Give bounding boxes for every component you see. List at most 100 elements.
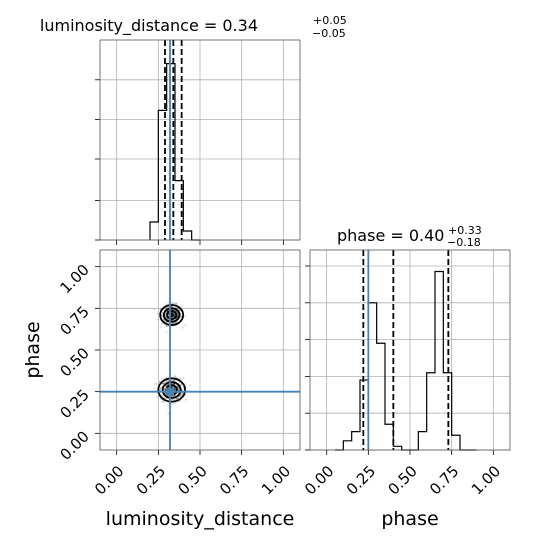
sample-point xyxy=(174,302,177,305)
sample-point xyxy=(155,382,158,385)
y-tick-label: 0.50 xyxy=(56,344,92,380)
sample-point xyxy=(184,398,187,401)
title-plus: +0.33 xyxy=(448,224,482,237)
sample-point xyxy=(173,379,176,382)
sample-point xyxy=(167,383,169,386)
sample-point xyxy=(167,412,170,415)
sample-point xyxy=(165,324,168,327)
sample-point xyxy=(158,380,161,383)
sample-point xyxy=(163,396,166,399)
contour-inner xyxy=(166,310,178,320)
grid xyxy=(310,250,510,451)
sample-point xyxy=(180,315,183,317)
sample-point xyxy=(175,398,178,401)
sample-point xyxy=(171,305,174,308)
sample-point xyxy=(164,303,167,305)
sample-point xyxy=(175,376,178,379)
sample-point xyxy=(164,312,167,315)
sample-point xyxy=(175,302,178,305)
ticks xyxy=(95,79,284,245)
y-tick-label: 0.00 xyxy=(56,427,92,463)
contour-outer xyxy=(157,377,186,403)
grid xyxy=(100,250,300,450)
sample-point xyxy=(162,382,165,385)
sample-point xyxy=(154,383,156,385)
histogram-step xyxy=(335,270,477,451)
sample-point xyxy=(161,394,164,397)
phase-histogram-panel: 0.00 0.25 0.50 0.75 1.00 phase = 0.40 +0.33 … xyxy=(301,224,511,530)
y-tick-label: 0.25 xyxy=(56,386,92,422)
sample-point xyxy=(163,308,165,311)
sample-point xyxy=(174,402,177,404)
sample-point xyxy=(177,397,179,400)
sample-point xyxy=(175,321,178,324)
contour-middle xyxy=(161,381,182,399)
panel-title: phase = 0.40 xyxy=(337,226,444,245)
sample-point xyxy=(174,375,177,377)
x-tick-label: 0.50 xyxy=(384,462,420,498)
histogram-step xyxy=(149,62,200,241)
x-tick-label: 0.25 xyxy=(343,462,379,498)
sample-point xyxy=(156,396,159,398)
sample-point xyxy=(163,389,166,391)
title-equals: = xyxy=(385,226,409,245)
sample-point xyxy=(160,314,163,317)
sample-point xyxy=(164,385,167,388)
x-axis-label: phase xyxy=(381,508,438,530)
sample-point xyxy=(163,401,165,403)
sample-point xyxy=(177,386,180,389)
sample-point xyxy=(172,379,175,382)
sample-point xyxy=(181,305,183,308)
y-tick-label: 0.75 xyxy=(56,302,92,338)
sample-point xyxy=(173,383,176,385)
sample-point xyxy=(161,377,163,380)
panel-title: luminosity_distance = 0.34 xyxy=(40,16,258,36)
sample-point xyxy=(165,384,168,387)
grid xyxy=(100,40,300,241)
sample-point xyxy=(161,382,164,385)
phase-vs-distance-density-panel: 0.00 0.25 0.50 0.75 1.000.000.250.500.751.00… xyxy=(22,249,301,530)
sample-point xyxy=(163,382,166,385)
sample-point xyxy=(176,313,179,316)
sample-point xyxy=(177,386,179,388)
sample-point xyxy=(159,326,162,329)
sample-point xyxy=(153,387,156,390)
sample-point xyxy=(175,398,178,400)
sample-point xyxy=(182,326,184,329)
sample-point xyxy=(170,383,173,385)
x-tick-label: 0.50 xyxy=(174,462,210,498)
sample-point xyxy=(177,386,180,389)
truth-marker xyxy=(166,387,174,396)
sample-point xyxy=(182,377,185,380)
sample-point xyxy=(179,394,182,397)
sample-point xyxy=(156,312,159,315)
sample-point xyxy=(173,387,176,389)
sample-point xyxy=(179,377,181,380)
sample-point xyxy=(180,378,182,381)
sample-point xyxy=(177,307,179,310)
sample-point xyxy=(161,382,164,385)
sample-point xyxy=(181,393,183,395)
sample-point xyxy=(180,315,182,318)
sample-point xyxy=(163,389,166,391)
sample-point xyxy=(184,315,187,318)
sample-point xyxy=(171,322,174,325)
sample-point xyxy=(175,303,178,305)
sample-point xyxy=(167,301,170,304)
title-value: 0.40 xyxy=(409,226,445,245)
title-minus: −0.05 xyxy=(312,27,346,40)
title-param: phase xyxy=(337,226,385,245)
contour-outer xyxy=(159,304,185,326)
sample-point xyxy=(165,331,168,333)
sample-point xyxy=(166,321,168,324)
sample-point xyxy=(170,398,173,401)
sample-point xyxy=(171,403,173,405)
x-tick-label: 1.00 xyxy=(258,462,294,498)
sample-point xyxy=(164,307,167,310)
title-plus: +0.05 xyxy=(313,14,347,27)
title-minus: −0.18 xyxy=(447,236,481,249)
sample-point xyxy=(174,321,177,324)
sample-point xyxy=(180,384,183,386)
x-tick-label: 0.00 xyxy=(301,462,337,498)
quantile-lines xyxy=(362,250,450,450)
